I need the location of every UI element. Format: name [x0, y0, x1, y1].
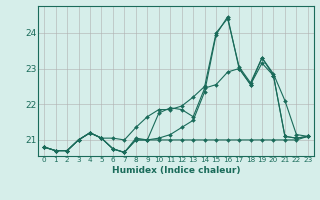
X-axis label: Humidex (Indice chaleur): Humidex (Indice chaleur): [112, 166, 240, 175]
